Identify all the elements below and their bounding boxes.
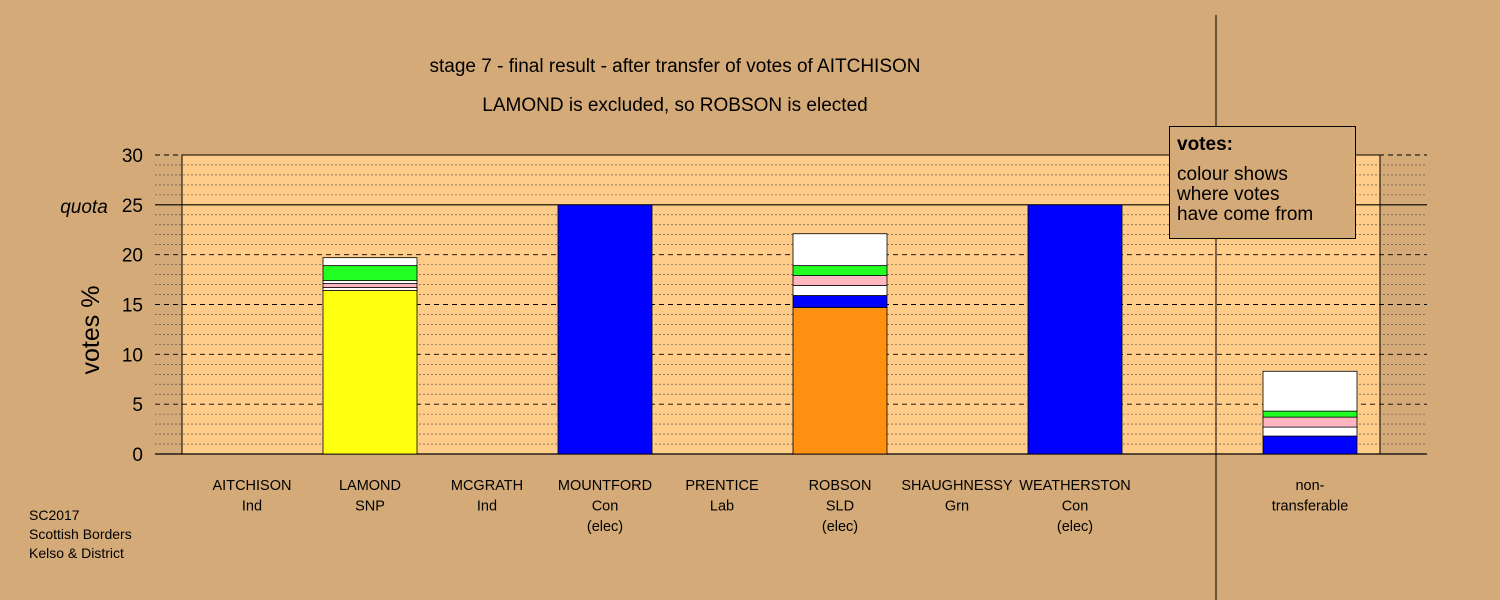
chart-subtitle: LAMOND is excluded, so ROBSON is elected: [482, 95, 867, 116]
y-axis-label: votes %: [77, 286, 105, 375]
x-tick-label: PRENTICE: [685, 478, 759, 494]
x-tick-label: WEATHERSTON: [1019, 478, 1130, 494]
x-tick-label: Ind: [242, 499, 262, 515]
x-tick-label: Lab: [710, 499, 734, 515]
y-tick-label: 5: [132, 395, 143, 416]
footer-line: Scottish Borders: [29, 526, 132, 542]
bar-segment: [557, 204, 653, 455]
chart-title: stage 7 - final result - after transfer …: [429, 56, 920, 77]
y-tick-label: 20: [122, 246, 143, 267]
x-tick-label: Con: [1062, 499, 1089, 515]
footer-line: SC2017: [29, 507, 80, 523]
x-tick-label: (elec): [822, 519, 858, 535]
footer-caption: SC2017 Scottish Borders Kelso & District: [29, 506, 132, 563]
bar-segment: [1262, 370, 1358, 412]
x-tick-label: SHAUGHNESSY: [901, 478, 1013, 494]
footer-line: Kelso & District: [29, 545, 124, 561]
y-tick-label: 30: [122, 146, 143, 167]
x-tick-label: SNP: [355, 499, 385, 515]
legend-title: votes:: [1177, 134, 1233, 155]
bar-segment: [322, 257, 418, 267]
bar-segment: [792, 307, 888, 455]
bar-segment: [1027, 204, 1123, 455]
legend-box: votes: colour shows where votes have com…: [1169, 126, 1356, 239]
bar-segment: [792, 233, 888, 267]
x-tick-label: MOUNTFORD: [558, 478, 652, 494]
legend-line: colour shows: [1177, 164, 1288, 185]
x-tick-label: non-: [1295, 478, 1324, 494]
y-tick-label: 10: [122, 345, 143, 366]
x-tick-label: (elec): [587, 519, 623, 535]
bar-segment: [792, 285, 888, 296]
bar-segment: [322, 283, 418, 288]
y-tick-label: 15: [122, 296, 143, 317]
bar-segment: [792, 275, 888, 286]
x-tick-label: Grn: [945, 499, 969, 515]
x-tick-label: (elec): [1057, 519, 1093, 535]
legend-text: colour shows where votes have come from: [1177, 165, 1348, 225]
chart-text: stage 7 - final result - after transfer …: [60, 56, 1348, 535]
x-tick-label: ROBSON: [809, 478, 872, 494]
x-tick-label: LAMOND: [339, 478, 401, 494]
y-tick-label: 25: [122, 196, 143, 217]
bar-segment: [792, 265, 888, 276]
bar-segment: [1262, 410, 1358, 418]
x-tick-label: AITCHISON: [213, 478, 292, 494]
bar-segment: [1262, 435, 1358, 455]
bars: [322, 204, 1358, 455]
legend-line: where votes: [1177, 184, 1280, 205]
quota-label: quota: [60, 197, 108, 218]
bar-segment: [322, 280, 418, 284]
y-tick-label: 0: [132, 445, 143, 466]
x-tick-label: SLD: [826, 499, 854, 515]
bar-segment: [322, 290, 418, 455]
bar-segment: [1262, 416, 1358, 428]
bar-segment: [322, 265, 418, 281]
x-tick-label: MCGRATH: [451, 478, 523, 494]
legend-line: have come from: [1177, 204, 1314, 225]
bar-segment: [322, 287, 418, 291]
x-tick-label: Ind: [477, 499, 497, 515]
bar-segment: [792, 295, 888, 308]
x-tick-label: Con: [592, 499, 619, 515]
x-tick-label: transferable: [1272, 499, 1349, 515]
bar-segment: [1262, 426, 1358, 437]
